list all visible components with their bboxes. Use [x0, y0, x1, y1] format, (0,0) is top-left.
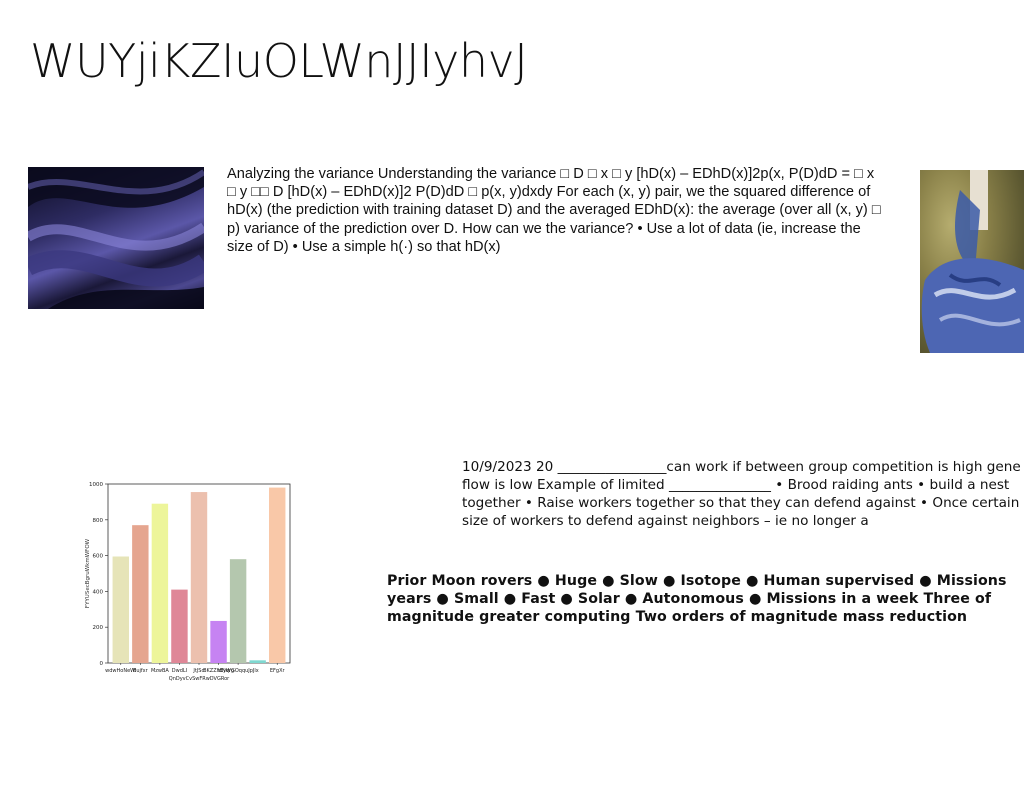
- fabric-photo: [920, 170, 1024, 353]
- x-tick-label: DwdLI: [172, 668, 187, 674]
- x-tick-label: EFgXr: [270, 668, 286, 674]
- x-tick-label: wdwHoNeWi: [105, 668, 136, 674]
- bar: [269, 487, 286, 663]
- bar: [112, 556, 129, 663]
- bar: [210, 620, 227, 663]
- bar: [190, 492, 208, 663]
- page-title: WUYjiKZIuOLWnJJIyhvJ: [30, 34, 528, 88]
- x-tick-label: ldNqrGOqquJpJlx: [217, 668, 258, 674]
- bar-chart: 0 200 400 600 800 1000 FYYUSecBgruWkmWFOW wdwHo…: [85, 482, 291, 682]
- y-axis-label: FYYUSecBgruWkmWFOW: [85, 538, 91, 608]
- variance-paragraph: Analyzing the variance Understanding the…: [227, 166, 881, 255]
- x-tick-label-sub: QnDyvCvSwFRwDVGRor: [169, 676, 230, 682]
- x-tick-label: Bujfxr: [133, 668, 149, 674]
- y-tick-label: 400: [93, 589, 104, 595]
- y-tick-label: 200: [93, 625, 104, 631]
- bar: [249, 660, 266, 663]
- x-tick-label: JtJSd: [192, 668, 204, 674]
- y-tick-label: 0: [100, 661, 104, 667]
- moon-rovers-paragraph: Prior Moon rovers ● Huge ● Slow ● Isotop…: [387, 573, 1007, 625]
- bar: [229, 559, 247, 663]
- y-tick-label: 1000: [89, 482, 103, 488]
- x-tick-label: BKZZhEyWg: [203, 668, 234, 674]
- y-tick-label: 600: [93, 554, 104, 560]
- abstract-wave-image: [28, 167, 204, 309]
- ant-competition-paragraph: 10/9/2023 20 ________________can work if…: [462, 459, 1021, 529]
- bar: [132, 525, 149, 663]
- bar: [171, 589, 188, 663]
- y-tick-label: 800: [93, 518, 104, 524]
- bar: [151, 503, 169, 663]
- x-tick-label: MzwBA: [151, 668, 169, 674]
